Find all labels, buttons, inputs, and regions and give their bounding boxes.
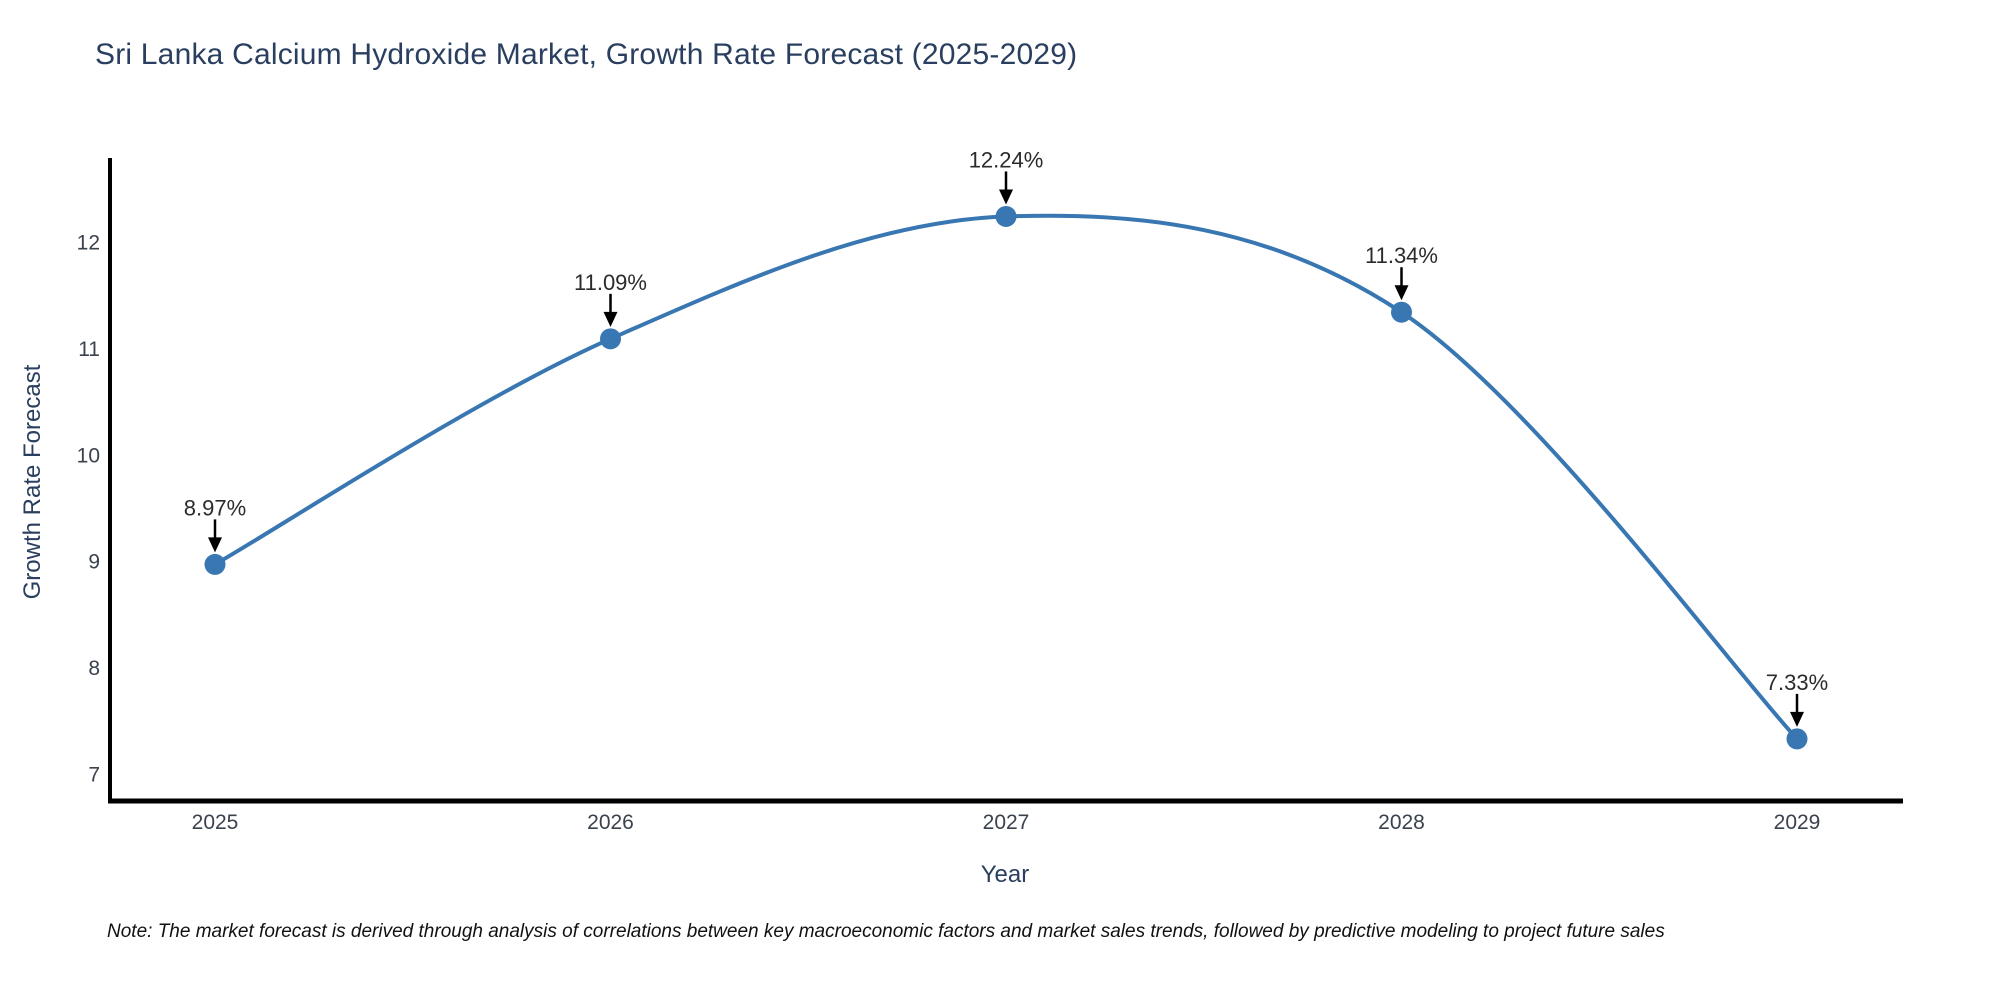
annotation-arrow-head xyxy=(1790,711,1804,727)
x-tick-label: 2027 xyxy=(983,811,1030,834)
x-axis-title: Year xyxy=(980,861,1030,888)
x-tick-label: 2028 xyxy=(1378,811,1425,834)
annotation-label: 8.97% xyxy=(184,495,246,520)
annotation-label: 12.24% xyxy=(969,147,1044,172)
data-point-marker xyxy=(995,205,1017,227)
x-tick-label: 2025 xyxy=(192,811,239,834)
data-point-marker xyxy=(600,328,621,350)
data-point-marker xyxy=(1786,728,1808,750)
y-axis-title: Growth Rate Forecast xyxy=(19,364,46,600)
annotation-arrow-head xyxy=(999,189,1013,205)
data-point-marker xyxy=(204,553,226,575)
line-series xyxy=(213,213,1799,741)
data-point-marker xyxy=(1391,301,1412,323)
y-tick-label: 11 xyxy=(78,338,100,361)
footnote: Note: The market forecast is derived thr… xyxy=(107,921,1665,942)
annotation-label: 7.33% xyxy=(1766,670,1828,695)
x-tick-label: 2029 xyxy=(1774,811,1821,834)
y-tick-label: 9 xyxy=(88,551,100,574)
annotation-label: 11.34% xyxy=(1365,243,1438,268)
y-tick-label: 8 xyxy=(88,657,100,680)
annotation-label: 11.09% xyxy=(574,270,647,295)
annotation-arrow-head xyxy=(603,311,618,327)
y-tick-label: 7 xyxy=(88,764,100,787)
annotation-arrow-head xyxy=(1394,285,1409,301)
y-tick-label: 12 xyxy=(77,232,100,255)
chart-title: Sri Lanka Calcium Hydroxide Market, Grow… xyxy=(95,38,1078,71)
annotation-arrow-head xyxy=(208,537,222,553)
y-tick-label: 10 xyxy=(77,444,100,467)
x-tick-label: 2026 xyxy=(587,811,634,834)
